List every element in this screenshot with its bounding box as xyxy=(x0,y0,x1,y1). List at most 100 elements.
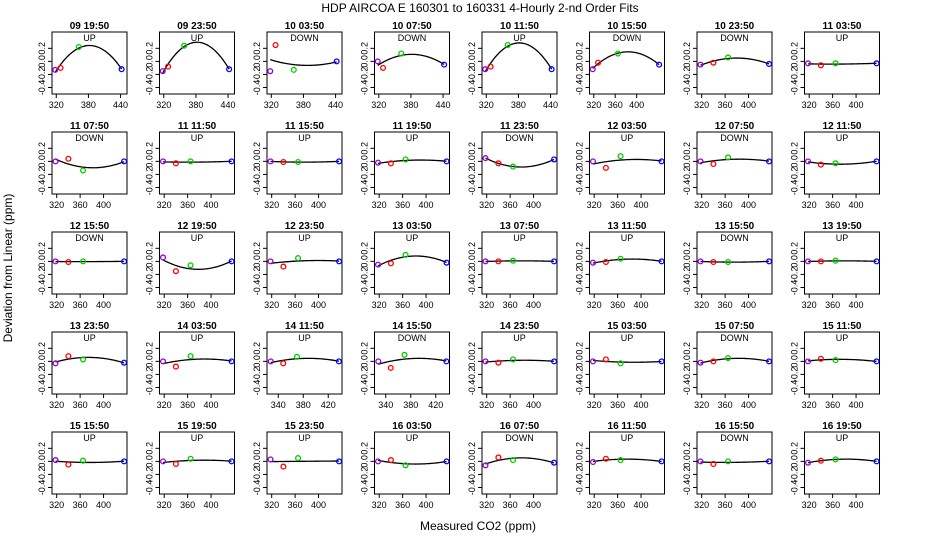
data-point-std2 xyxy=(65,155,72,162)
data-point-std1 xyxy=(159,158,167,165)
x-tick-label: 320 xyxy=(479,200,494,210)
x-tick-label: 320 xyxy=(694,400,709,410)
y-tick-label: 0.2 xyxy=(575,342,585,355)
data-point-std1 xyxy=(804,158,812,165)
y-tick-label: -0.4 xyxy=(37,480,47,496)
panel-title: 12 07:50 xyxy=(715,121,755,132)
y-tick-label: 0.2 xyxy=(252,342,262,355)
x-tick-label: 360 xyxy=(395,300,410,310)
x-tick-label: 360 xyxy=(503,300,518,310)
panel-title: 15 23:50 xyxy=(285,421,325,432)
y-tick-label: -0.2 xyxy=(790,67,800,83)
y-tick-label: -0.2 xyxy=(682,367,692,383)
fit-curve xyxy=(807,260,877,263)
data-point-std2 xyxy=(387,160,394,167)
fit-curve xyxy=(700,260,770,263)
x-tick-label: 380 xyxy=(296,100,311,110)
y-tick-label: -0.4 xyxy=(252,80,262,96)
y-tick-label: 0.2 xyxy=(145,242,155,255)
data-point-std2 xyxy=(817,355,824,362)
x-tick-label: 360 xyxy=(288,500,303,510)
x-tick-label: 400 xyxy=(849,300,864,310)
panel-direction: UP xyxy=(621,133,634,143)
x-tick-label: 380 xyxy=(81,100,96,110)
panel-title: 11 15:50 xyxy=(285,121,324,132)
data-point-std4 xyxy=(658,358,665,365)
y-tick-label: 0.0 xyxy=(790,155,800,168)
y-tick-label: 0.2 xyxy=(252,42,262,55)
x-tick-label: 320 xyxy=(694,500,709,510)
y-tick-label: 0.2 xyxy=(467,342,477,355)
data-point-std1 xyxy=(482,155,489,162)
data-point-std4 xyxy=(441,61,448,68)
fit-curve xyxy=(162,41,230,74)
panel-direction: DOWN xyxy=(720,233,749,243)
y-tick-label: -0.2 xyxy=(790,267,800,283)
x-tick-label: 400 xyxy=(741,300,756,310)
x-tick-label: 320 xyxy=(694,200,709,210)
data-point-std1 xyxy=(589,358,597,365)
data-point-std2 xyxy=(602,356,609,363)
panel-title: 16 15:50 xyxy=(715,421,755,432)
x-tick-label: 380 xyxy=(511,100,526,110)
y-tick-label: 0.2 xyxy=(37,442,47,455)
x-tick-label: 360 xyxy=(608,100,623,110)
y-tick-label: 0.0 xyxy=(145,255,155,268)
y-tick-label: 0.0 xyxy=(145,55,155,68)
data-point-std1 xyxy=(375,358,382,365)
panel-direction: UP xyxy=(406,433,419,443)
data-point-std1 xyxy=(589,458,597,466)
panel-direction: DOWN xyxy=(720,433,749,443)
x-tick-label: 440 xyxy=(543,100,558,110)
x-tick-label: 360 xyxy=(610,200,625,210)
y-tick-label: -0.2 xyxy=(790,467,800,483)
data-point-std4 xyxy=(121,158,128,165)
x-tick-label: 360 xyxy=(180,300,195,310)
y-tick-label: -0.4 xyxy=(467,80,477,96)
y-tick-label: -0.4 xyxy=(790,380,800,396)
y-tick-label: 0.2 xyxy=(37,142,47,155)
x-tick-label: 360 xyxy=(73,300,88,310)
y-tick-label: 0.2 xyxy=(790,442,800,455)
data-point-std3 xyxy=(181,42,188,49)
x-tick-label: 320 xyxy=(479,100,494,110)
y-tick-label: 0.2 xyxy=(575,142,585,155)
panel-direction: UP xyxy=(836,333,849,343)
fit-curve xyxy=(700,357,770,364)
data-point-std4 xyxy=(336,158,343,165)
panel-frame xyxy=(481,131,558,195)
data-point-std2 xyxy=(65,258,72,266)
x-tick-label: 400 xyxy=(526,300,541,310)
x-tick-label: 400 xyxy=(311,300,326,310)
panel-title: 16 19:50 xyxy=(822,421,862,432)
panel-frame xyxy=(589,131,665,195)
fit-curve xyxy=(485,457,555,465)
fit-curve xyxy=(55,356,125,364)
y-tick-label: 0.0 xyxy=(37,355,47,368)
y-tick-label: -0.4 xyxy=(682,180,692,196)
data-point-std1 xyxy=(804,459,812,466)
y-tick-label: 0.0 xyxy=(37,155,47,168)
y-tick-label: 0.2 xyxy=(467,242,477,255)
data-point-std3 xyxy=(80,356,87,363)
y-tick-label: 0.0 xyxy=(37,255,47,268)
panel-title: 16 03:50 xyxy=(392,421,432,432)
panel-direction: UP xyxy=(191,333,204,343)
data-point-std4 xyxy=(121,458,128,465)
y-tick-label: 0.0 xyxy=(682,455,692,468)
panel-frame xyxy=(159,431,235,495)
x-tick-label: 320 xyxy=(587,200,602,210)
data-point-std1 xyxy=(804,358,812,365)
panel-direction: DOWN xyxy=(398,333,427,343)
fit-curve xyxy=(484,42,553,72)
